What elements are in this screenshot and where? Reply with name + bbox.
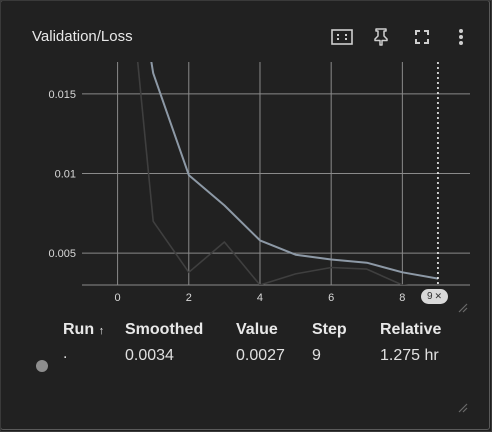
col-header-value[interactable]: Value	[236, 321, 278, 338]
x-tick-label: 0	[115, 292, 121, 304]
fit-domain-icon	[331, 29, 353, 45]
cell-smoothed: 0.0034	[125, 347, 174, 364]
raw-series-line	[136, 62, 409, 285]
cell-run: .	[63, 345, 68, 362]
line-chart[interactable]: 0 2 4 6 8 0.005 0.01 0.015	[1, 1, 491, 321]
hover-step-badge[interactable]: 9 ✕	[421, 289, 448, 304]
col-header-step[interactable]: Step	[312, 321, 347, 338]
x-tick-label: 6	[328, 292, 334, 304]
cell-relative: 1.275 hr	[380, 347, 439, 364]
y-tick-label: 0.01	[55, 169, 76, 181]
hover-step-value: 9	[426, 291, 433, 302]
y-tick-label: 0.015	[48, 89, 76, 101]
x-tick-label: 8	[399, 292, 405, 304]
fullscreen-icon	[415, 30, 429, 44]
more-options-button[interactable]	[449, 25, 473, 49]
more-vert-icon	[459, 29, 463, 45]
card-resize-icon[interactable]	[458, 403, 468, 413]
sort-ascending-icon: ↑	[98, 325, 105, 337]
col-header-relative[interactable]: Relative	[380, 321, 442, 338]
run-color-dot	[36, 360, 48, 372]
y-tick-label: 0.005	[48, 248, 76, 260]
pin-button[interactable]	[369, 25, 393, 49]
chart-resize-icon[interactable]	[458, 303, 468, 313]
fullscreen-button[interactable]	[410, 25, 434, 49]
close-icon[interactable]: ✕	[434, 291, 443, 301]
card-title: Validation/Loss	[32, 28, 133, 45]
x-tick-label: 2	[186, 292, 192, 304]
cell-value: 0.0027	[236, 347, 285, 364]
pin-icon	[374, 28, 388, 46]
col-header-smoothed[interactable]: Smoothed	[125, 321, 204, 338]
fit-domain-button[interactable]	[330, 25, 354, 49]
cell-step: 9	[312, 347, 321, 364]
col-header-run[interactable]: Run ↑	[63, 321, 105, 338]
smoothed-series-line	[150, 62, 439, 280]
x-tick-label: 4	[257, 292, 263, 304]
